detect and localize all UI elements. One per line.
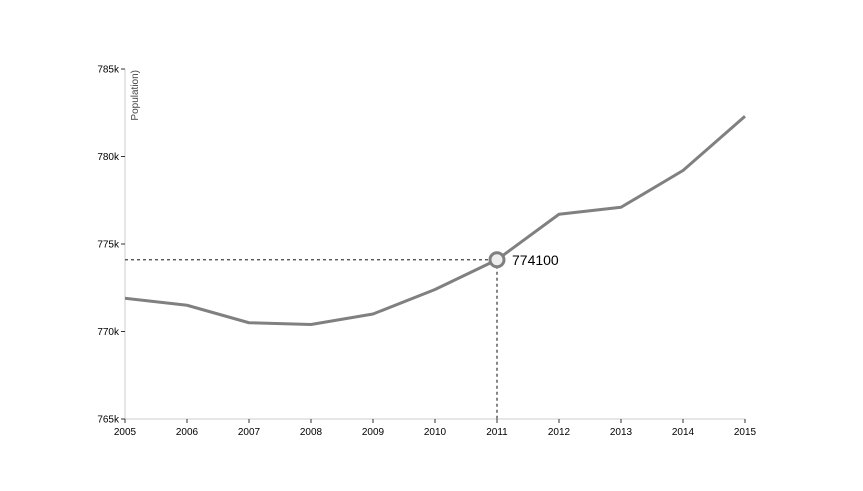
y-axis-ticks: 765k 770k 775k 780k 785k [97, 65, 125, 426]
y-tick-label: 770k [97, 327, 120, 338]
x-tick-label: 2010 [424, 427, 447, 438]
x-tick-label: 2015 [734, 427, 757, 438]
y-tick-label: 785k [97, 65, 120, 76]
y-axis-label: Population) [130, 70, 141, 121]
x-tick-label: 2009 [362, 427, 385, 438]
y-tick-label: 780k [97, 152, 120, 163]
x-tick-label: 2013 [610, 427, 633, 438]
x-tick-label: 2005 [114, 427, 137, 438]
x-tick-label: 2014 [672, 427, 695, 438]
x-tick-label: 2012 [548, 427, 571, 438]
x-tick-label: 2007 [238, 427, 261, 438]
x-axis-ticks: 2005 2006 2007 2008 2009 2010 2011 2012 2013 2014… [114, 419, 757, 438]
focus-guides [125, 259, 498, 419]
y-tick-label: 775k [97, 240, 120, 251]
x-tick-label: 2006 [176, 427, 199, 438]
y-tick-label: 765k [97, 415, 120, 426]
x-tick-label: 2008 [300, 427, 323, 438]
focus-point-marker[interactable] [488, 251, 506, 269]
axes [124, 69, 745, 420]
population-series-line [124, 115, 746, 326]
x-tick-label: 2011 [486, 427, 508, 438]
focus-value-label: 774100 [512, 252, 559, 268]
